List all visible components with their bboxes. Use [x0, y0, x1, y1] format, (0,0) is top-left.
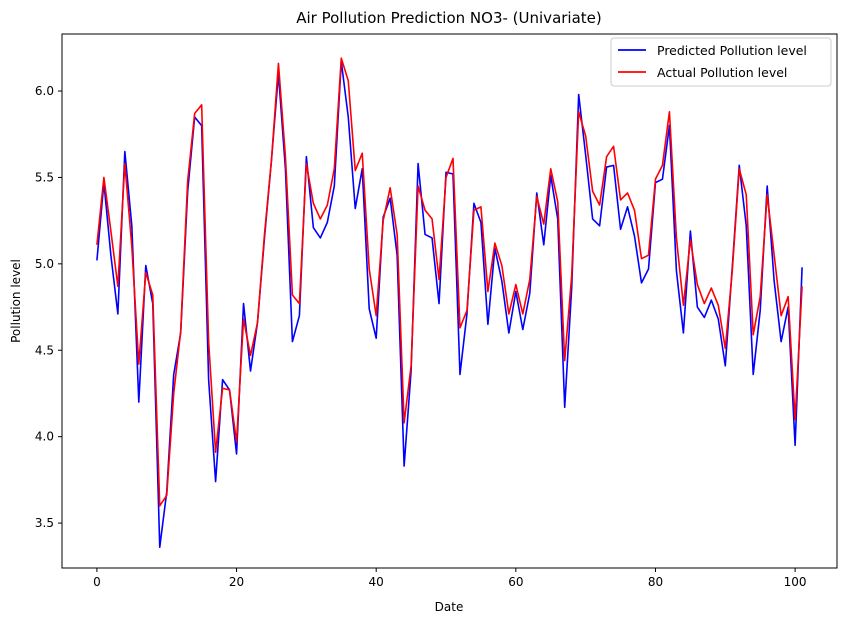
y-axis-title: Pollution level: [9, 259, 23, 343]
y-tick-label: 4.0: [35, 430, 54, 444]
y-tick-label: 4.5: [35, 343, 54, 357]
legend-label-actual: Actual Pollution level: [657, 65, 787, 80]
x-tick-label: 100: [784, 575, 807, 589]
x-tick-label: 0: [93, 575, 101, 589]
legend: Predicted Pollution level Actual Polluti…: [610, 37, 832, 87]
series-line-actual: [96, 57, 803, 507]
y-tick-label: 5.0: [35, 257, 54, 271]
y-tick-label: 6.0: [35, 84, 54, 98]
y-tick-label: 3.5: [35, 516, 54, 530]
legend-label-predicted: Predicted Pollution level: [657, 43, 807, 58]
x-tick-label: 40: [369, 575, 384, 589]
plot-background: [62, 34, 837, 568]
y-tick-label: 5.5: [35, 170, 54, 184]
x-axis-ticks: 0 20 40 60 80 100: [93, 568, 807, 589]
x-tick-label: 20: [229, 575, 244, 589]
y-axis-ticks: 3.5 4.0 4.5 5.0 5.5 6.0: [35, 84, 62, 530]
chart-title: Air Pollution Prediction NO3- (Univariat…: [296, 9, 602, 27]
plot-area: [61, 33, 838, 569]
plot-frame: [61, 33, 838, 569]
series-line-predicted: [96, 60, 803, 549]
x-axis-title: Date: [435, 600, 464, 614]
series-layer: [96, 57, 803, 549]
x-tick-label: 80: [648, 575, 663, 589]
x-tick-label: 60: [508, 575, 523, 589]
legend-box: [610, 37, 832, 87]
